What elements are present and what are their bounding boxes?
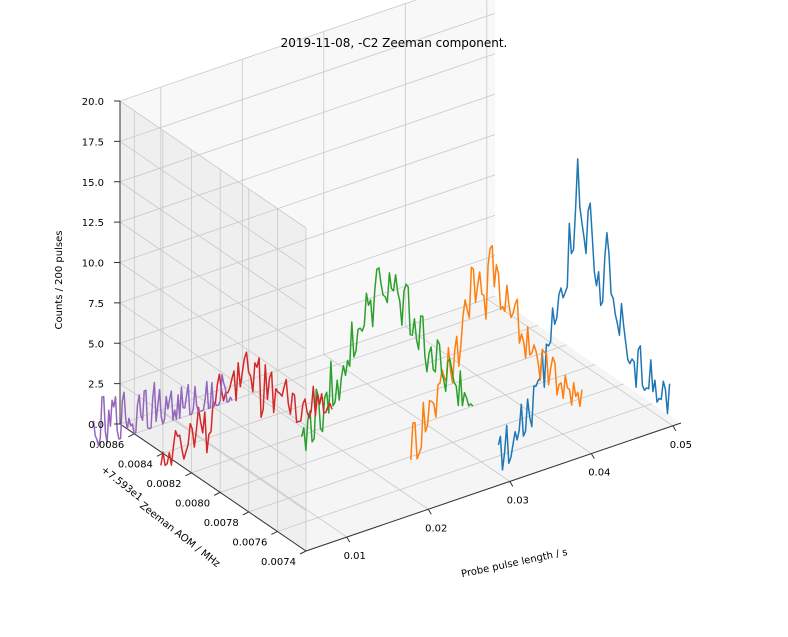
z-tick-label: 10.0: [82, 259, 104, 270]
y-tick-label: 0.0076: [232, 537, 267, 548]
y-axis-line: [119, 423, 307, 552]
y-tick-mark: [156, 452, 164, 457]
x-tick-mark: [590, 453, 595, 459]
data-line: [92, 373, 233, 447]
y-tick-label: 0.0084: [118, 459, 153, 470]
y-tick-label: 0.0086: [89, 440, 124, 451]
z-tick-label: 17.5: [82, 137, 104, 148]
z-tick-label: 7.5: [88, 299, 104, 310]
x-tick-label: 0.02: [425, 523, 447, 534]
y-tick-label: 0.0082: [147, 479, 182, 490]
y-axis-offset-label: +7.593e1: [99, 464, 145, 503]
y-tick-label: 0.0080: [175, 498, 210, 509]
x-axis-label: Probe pulse length / s: [460, 547, 568, 580]
chart-title: 2019-11-08, -C2 Zeeman component.: [281, 36, 508, 50]
x-tick-label: 0.01: [344, 551, 366, 562]
z-tick-label: 15.0: [82, 178, 104, 189]
y-tick-mark: [213, 491, 221, 496]
x-tick-mark: [427, 509, 432, 515]
x-tick-mark: [509, 481, 514, 487]
z-tick-label: 5.0: [88, 339, 104, 350]
x-tick-label: 0.04: [588, 468, 610, 479]
data-line: [300, 267, 474, 452]
z-axis-label: Counts / 200 pulses: [54, 231, 65, 330]
x-tick-mark: [346, 536, 351, 543]
data-line: [497, 158, 671, 471]
y-tick-mark: [271, 531, 278, 535]
x-tick-mark: [672, 425, 677, 432]
data-line: [160, 351, 333, 467]
z-tick-label: 2.5: [88, 380, 104, 391]
y-axis-label: Zeeman AOM / MHz: [137, 500, 222, 570]
z-tick-label: 12.5: [82, 218, 104, 229]
x-axis-line: [305, 422, 682, 552]
y-tick-mark: [128, 433, 135, 438]
data-line: [410, 244, 583, 460]
data-series: [92, 158, 671, 471]
y-tick-label: 0.0078: [204, 518, 239, 529]
floor-pane: [120, 296, 681, 551]
y-tick-label: 0.0074: [261, 557, 296, 568]
z-tick-label: 20.0: [82, 97, 104, 108]
y-tick-mark: [185, 472, 192, 477]
x-tick-label: 0.05: [670, 440, 692, 451]
y-tick-mark: [242, 511, 249, 516]
tick-labels: 0.01 0.02 0.03 0.04 0.05 0.0074 0.0076 0.0078 0.…: [82, 97, 692, 568]
z-tick-label: 0.0: [88, 420, 104, 431]
y-tick-mark: [299, 550, 307, 555]
x-tick-label: 0.03: [507, 495, 529, 506]
